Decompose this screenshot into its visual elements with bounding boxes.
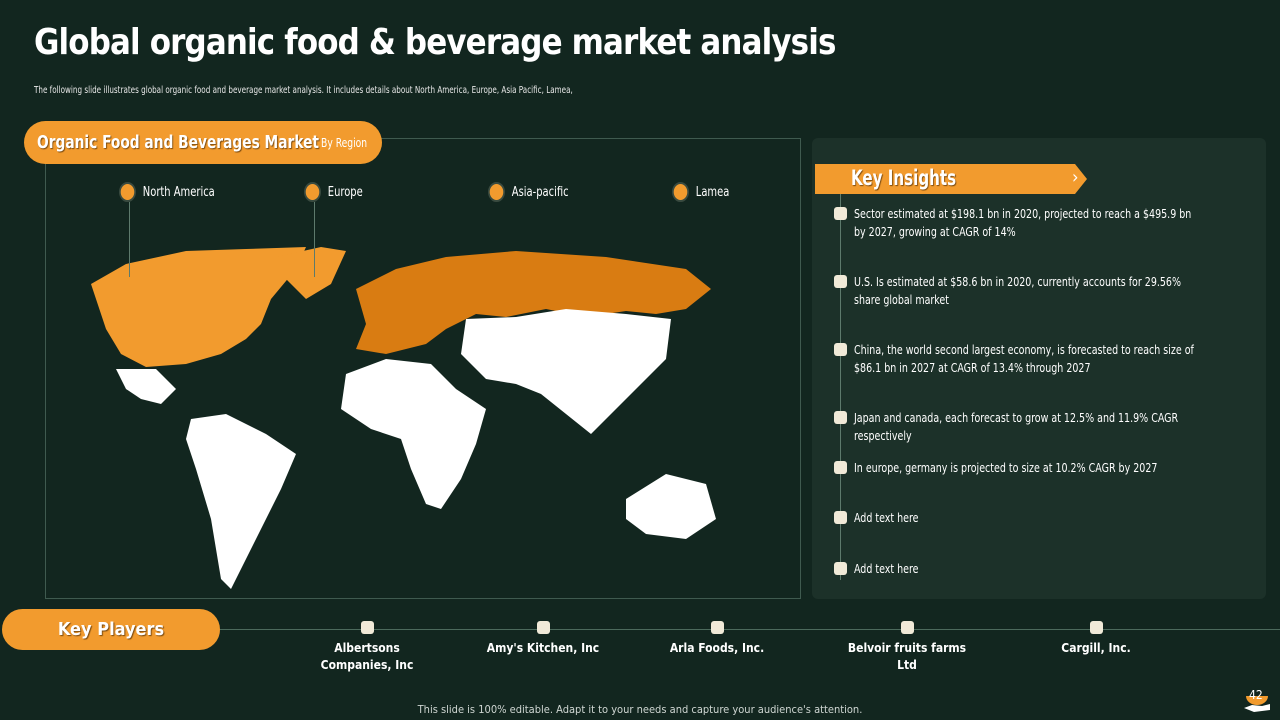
insights-timeline — [840, 190, 841, 580]
insight-text: Add text here — [854, 562, 919, 576]
page-number-badge: 42 — [1244, 688, 1270, 714]
insight-item: In europe, germany is projected to size … — [834, 459, 1244, 477]
insight-text: Sector estimated at $198.1 bn in 2020, p… — [854, 207, 1192, 239]
footer-text: This slide is 100% editable. Adapt it to… — [417, 703, 863, 716]
player-item: Arla Foods, Inc. — [647, 621, 787, 657]
bullet-box-icon — [834, 207, 847, 220]
bullet-box-icon — [834, 562, 847, 575]
bullet-box-icon — [834, 511, 847, 524]
legend-europe: Europe — [304, 182, 363, 202]
bullet-box-icon — [1089, 621, 1103, 634]
map-panel-heading: Organic Food and Beverages Market — [37, 132, 320, 153]
bullet-box-icon — [710, 621, 724, 634]
insight-text: Add text here — [854, 511, 919, 525]
region-label: North America — [142, 184, 215, 200]
bullet-box-icon — [834, 343, 847, 356]
bullet-box-icon — [536, 621, 550, 634]
insights-header: Key Insights — [815, 164, 1087, 194]
region-label: Lamea — [695, 184, 730, 200]
subtitle: The following slide illustrates global o… — [34, 85, 573, 96]
world-map — [91, 247, 716, 589]
insights-heading: Key Insights — [851, 166, 957, 190]
insight-item: U.S. Is estimated at $58.6 bn in 2020, c… — [834, 273, 1244, 309]
player-item: Belvoir fruits farms Ltd — [837, 621, 977, 674]
europe-asia-region — [356, 251, 711, 354]
map-panel — [45, 138, 801, 599]
region-dot-icon — [304, 182, 321, 202]
player-name: Arla Foods, Inc. — [669, 641, 765, 655]
chevron-right-icon: › — [1072, 167, 1079, 188]
north-america-region — [91, 247, 346, 367]
insight-text: China, the world second largest economy,… — [854, 343, 1194, 375]
bullet-box-icon — [834, 411, 847, 424]
player-name: Amy's Kitchen, Inc — [486, 641, 600, 655]
insights-panel — [812, 138, 1266, 599]
region-dot-icon — [119, 182, 136, 202]
insight-item: Japan and canada, each forecast to grow … — [834, 409, 1244, 445]
insight-item: Add text here — [834, 509, 1244, 527]
legend-asia-pacific: Asia-pacific — [488, 182, 569, 202]
page-number: 42 — [1249, 688, 1263, 702]
connector-line — [314, 202, 315, 277]
player-name: Cargill, Inc. — [1061, 641, 1131, 655]
insight-item: Sector estimated at $198.1 bn in 2020, p… — [834, 205, 1244, 241]
region-dot-icon — [488, 182, 505, 202]
insight-text: In europe, germany is projected to size … — [854, 461, 1158, 475]
hand-bowl-icon — [1244, 696, 1270, 712]
bullet-box-icon — [360, 621, 374, 634]
player-item: Cargill, Inc. — [1026, 621, 1166, 657]
map-panel-header: Organic Food and Beverages Market By Reg… — [24, 121, 382, 164]
page-title: Global organic food & beverage market an… — [34, 22, 836, 63]
insight-text: U.S. Is estimated at $58.6 bn in 2020, c… — [854, 275, 1181, 307]
bullet-box-icon — [834, 461, 847, 474]
legend-north-america: North America — [119, 182, 215, 202]
legend-lamea: Lamea — [672, 182, 729, 202]
insight-item: Add text here — [834, 560, 1244, 578]
region-label: Europe — [327, 184, 363, 200]
bullet-box-icon — [900, 621, 914, 634]
connector-line — [129, 202, 130, 277]
bullet-box-icon — [834, 275, 847, 288]
players-line — [220, 629, 1280, 630]
key-players-heading: Key Players — [2, 609, 220, 650]
player-name: Albertsons Companies, Inc — [320, 641, 414, 672]
insight-text: Japan and canada, each forecast to grow … — [854, 411, 1179, 443]
player-item: Amy's Kitchen, Inc — [473, 621, 613, 657]
region-label: Asia-pacific — [511, 184, 569, 200]
insight-item: China, the world second largest economy,… — [834, 341, 1244, 377]
other-regions — [116, 309, 716, 589]
player-name: Belvoir fruits farms Ltd — [847, 641, 967, 672]
region-dot-icon — [672, 182, 689, 202]
player-item: Albertsons Companies, Inc — [297, 621, 437, 674]
by-region-tag: By Region — [321, 135, 368, 150]
